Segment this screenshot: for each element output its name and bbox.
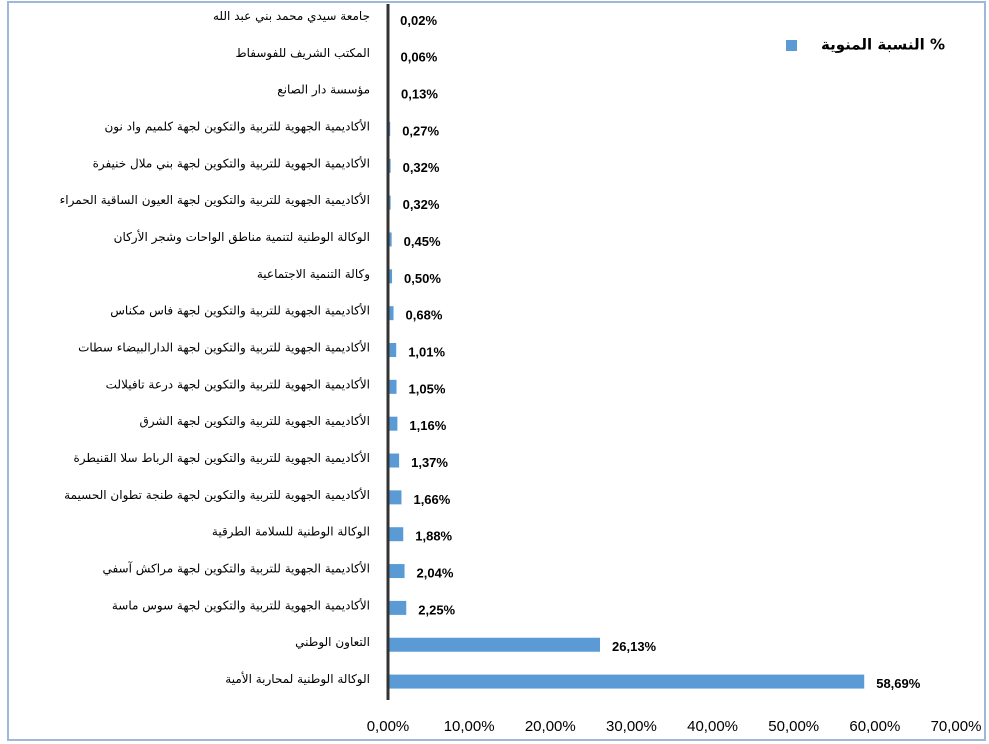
x-tick-label: 10,00%	[444, 718, 495, 735]
category-label: الأكاديمية الجهوية للتربية والتكوين لجهة…	[110, 303, 370, 319]
x-tick-label: 40,00%	[687, 718, 738, 735]
category-label: الأكاديمية الجهوية للتربية والتكوين لجهة…	[139, 413, 370, 429]
value-label: 2,04%	[417, 565, 454, 580]
category-label: الأكاديمية الجهوية للتربية والتكوين لجهة…	[93, 155, 370, 171]
category-label: الأكاديمية الجهوية للتربية والتكوين لجهة…	[102, 561, 370, 577]
category-label: الوكالة الوطنية لتنمية مناطق الواحات وشج…	[114, 229, 370, 245]
value-label: 1,88%	[415, 529, 452, 544]
bar	[388, 600, 407, 615]
value-label: 0,06%	[400, 50, 437, 65]
bar	[388, 306, 394, 321]
value-label: 1,05%	[409, 381, 446, 396]
x-tick-label: 60,00%	[849, 718, 900, 735]
category-label: وكالة التنمية الاجتماعية	[257, 267, 370, 282]
value-label: 0,68%	[406, 308, 443, 323]
x-tick-label: 30,00%	[606, 718, 657, 735]
x-tick-label: 20,00%	[525, 718, 576, 735]
value-label: 0,13%	[401, 87, 438, 102]
bar	[388, 527, 404, 542]
category-label: الوكالة الوطنية للسلامة الطرقية	[212, 525, 370, 540]
category-label: الأكاديمية الجهوية للتربية والتكوين لجهة…	[106, 376, 370, 392]
value-label: 0,32%	[403, 197, 440, 212]
value-label: 26,13%	[612, 639, 657, 654]
value-label: 0,02%	[400, 13, 437, 28]
value-label: 58,69%	[876, 676, 921, 691]
bar	[388, 490, 402, 505]
bar	[388, 416, 398, 431]
bar	[388, 637, 601, 652]
value-label: 0,50%	[404, 271, 441, 286]
x-tick-label: 70,00%	[931, 718, 982, 735]
category-label: الأكاديمية الجهوية للتربية والتكوين لجهة…	[78, 340, 370, 356]
value-label: 1,16%	[409, 418, 446, 433]
value-label: 1,37%	[411, 455, 448, 470]
category-label: الوكالة الوطنية لمحاربة الأمية	[225, 671, 370, 687]
bar	[388, 674, 865, 689]
value-label: 1,01%	[408, 344, 445, 359]
frame	[7, 1, 986, 741]
category-label: الأكاديمية الجهوية للتربية والتكوين لجهة…	[64, 487, 370, 503]
category-label: مؤسسة دار الصانع	[277, 83, 370, 98]
bar	[388, 379, 397, 394]
category-label: التعاون الوطني	[295, 635, 370, 650]
value-label: 0,32%	[403, 160, 440, 175]
bar	[388, 453, 400, 468]
bar	[388, 564, 405, 579]
category-label: الأكاديمية الجهوية للتربية والتكوين لجهة…	[104, 118, 370, 134]
legend-label: النسبة المنوية %	[821, 36, 945, 54]
bar	[388, 343, 397, 357]
value-label: 0,45%	[404, 234, 441, 249]
category-label: الأكاديمية الجهوية للتربية والتكوين لجهة…	[60, 192, 370, 208]
value-label: 2,25%	[418, 602, 455, 617]
value-label: 0,27%	[402, 123, 439, 138]
category-label: الأكاديمية الجهوية للتربية والتكوين لجهة…	[74, 450, 370, 466]
x-tick-label: 0,00%	[367, 718, 410, 735]
legend-swatch	[786, 40, 797, 51]
category-label: المكتب الشريف للفوسفاط	[236, 46, 370, 61]
x-tick-label: 50,00%	[768, 718, 819, 735]
category-label: جامعة سيدي محمد بني عبد الله	[213, 9, 370, 23]
category-label: الأكاديمية الجهوية للتربية والتكوين لجهة…	[112, 597, 370, 613]
bar	[388, 269, 393, 284]
bar	[388, 232, 392, 247]
value-label: 1,66%	[413, 492, 450, 507]
